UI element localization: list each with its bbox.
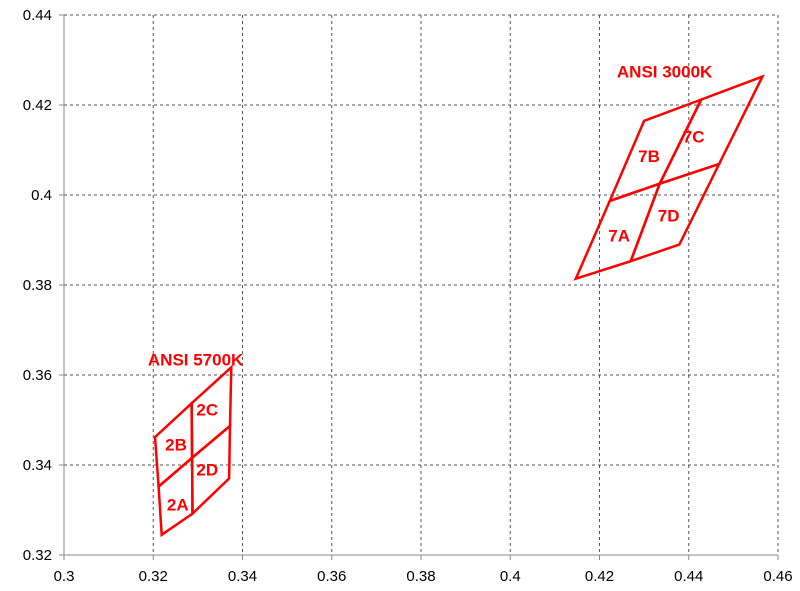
group-title-1: ANSI 3000K: [617, 62, 713, 81]
axes: [59, 14, 779, 560]
y-tick-labels: 0.32 0.34 0.36 0.38 0.4 0.42 0.44: [23, 7, 52, 564]
bin-region-2d: [190, 423, 232, 517]
bin-label-2d: 2D: [196, 461, 218, 480]
x-tick-label: 0.38: [406, 568, 435, 585]
bin-label-7b: 7B: [638, 147, 660, 166]
bin-label-7c: 7C: [683, 128, 705, 147]
bin-label-7a: 7A: [608, 227, 630, 246]
bin-label-2c: 2C: [196, 401, 218, 420]
bin-label-2a: 2A: [167, 496, 189, 515]
x-tick-label: 0.32: [139, 568, 168, 585]
x-tick-label: 0.44: [674, 568, 703, 585]
x-tick-label: 0.4: [500, 568, 521, 585]
x-tick-labels: 0.3 0.32 0.34 0.36 0.38 0.4 0.42 0.44 0.46: [54, 568, 793, 585]
x-tick-label: 0.42: [585, 568, 614, 585]
y-tick-label: 0.36: [23, 367, 52, 384]
x-tick-label: 0.3: [54, 568, 75, 585]
y-tick-label: 0.44: [23, 7, 52, 24]
bin-regions: 2A 2B 2C 2D 7A 7B 7C 7D: [153, 74, 765, 538]
group-titles: ANSI 5700K ANSI 3000K: [148, 62, 713, 369]
grid-lines: [64, 14, 779, 555]
y-tick-label: 0.34: [23, 457, 52, 474]
x-tick-label: 0.36: [317, 568, 346, 585]
y-tick-label: 0.4: [31, 187, 52, 204]
group-title-0: ANSI 5700K: [148, 350, 244, 369]
y-tick-label: 0.32: [23, 547, 52, 564]
x-tick-label: 0.34: [228, 568, 257, 585]
y-tick-label: 0.42: [23, 97, 52, 114]
bin-region-7d: [628, 161, 722, 264]
bin-label-7d: 7D: [658, 206, 680, 225]
bin-label-2b: 2B: [165, 435, 187, 454]
x-tick-label: 0.46: [763, 568, 792, 585]
y-tick-label: 0.38: [23, 277, 52, 294]
